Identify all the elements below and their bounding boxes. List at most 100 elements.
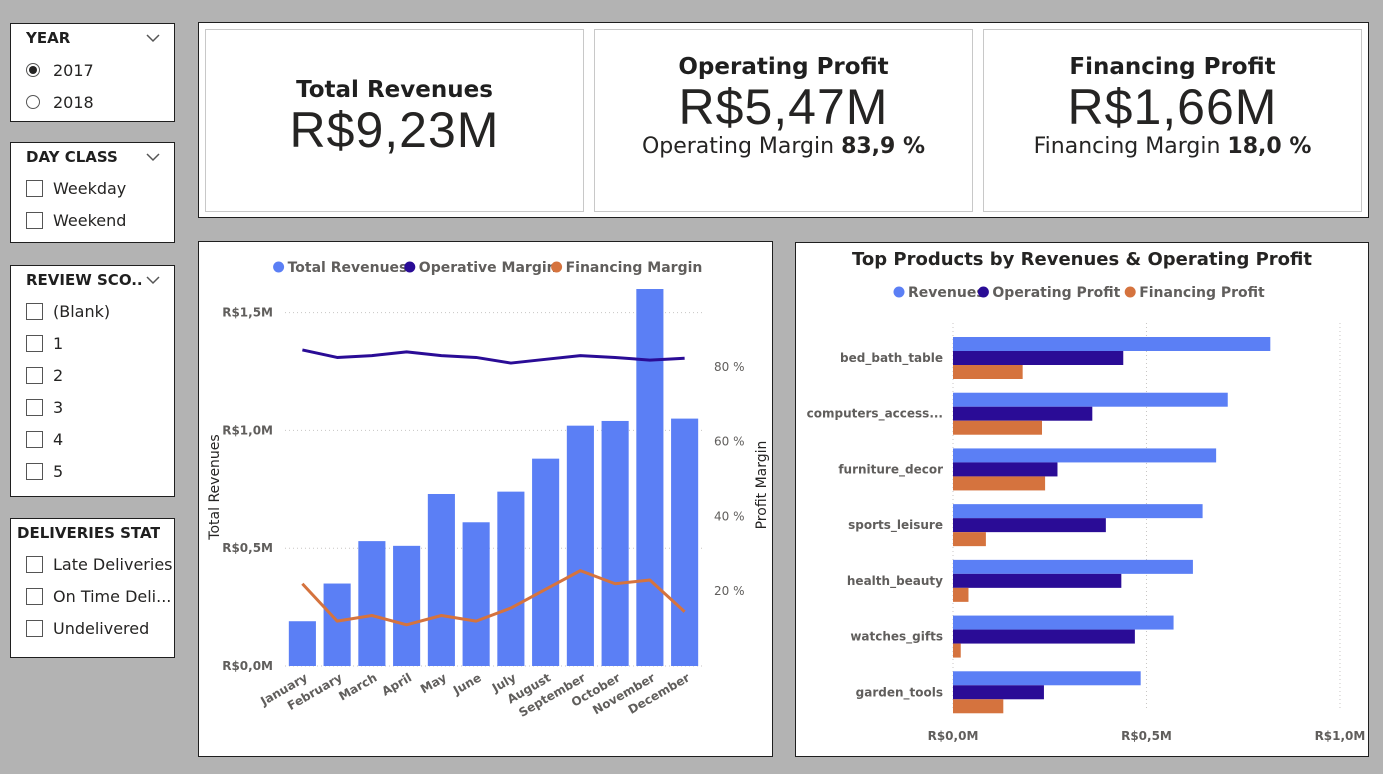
bar-april[interactable] bbox=[393, 545, 421, 666]
checkbox-icon[interactable] bbox=[26, 179, 43, 197]
monthly-revenue-chart[interactable]: Total Revenues Operative Margin Financing … bbox=[198, 241, 773, 757]
deliveries-option-undelivered[interactable]: Undelivered bbox=[11, 612, 174, 644]
legend-marker-operative-margin[interactable] bbox=[404, 261, 416, 273]
legend-marker-financing-profit[interactable] bbox=[1124, 286, 1136, 298]
bar-health-beauty-financing-profit[interactable] bbox=[953, 587, 969, 602]
bar-bed-bath-table-operating-profit[interactable] bbox=[953, 351, 1124, 365]
bar-furniture-decor-revenues[interactable] bbox=[953, 448, 1217, 463]
checkbox-icon[interactable] bbox=[26, 302, 43, 320]
kpi-card-total-revenues[interactable]: Total Revenues R$9,23M bbox=[205, 29, 584, 212]
review-score-option-label: (Blank) bbox=[53, 301, 111, 321]
year-slicer-title: YEAR bbox=[26, 29, 71, 47]
chevron-down-icon[interactable] bbox=[146, 33, 160, 43]
day-class-slicer-header[interactable]: DAY CLASS bbox=[11, 143, 174, 171]
day-class-option-weekday[interactable]: Weekday bbox=[11, 172, 174, 204]
review-score-option-3[interactable]: 3 bbox=[11, 391, 174, 423]
y-axis-title: Total Revenues bbox=[207, 434, 223, 540]
legend-marker-financing-margin[interactable] bbox=[551, 261, 563, 273]
bar-sports-leisure-revenues[interactable] bbox=[953, 504, 1203, 519]
legend-label-operative-margin[interactable]: Operative Margin bbox=[419, 260, 557, 276]
legend-marker-operating-profit[interactable] bbox=[977, 286, 989, 298]
year-option-2017[interactable]: 2017 bbox=[11, 54, 174, 86]
legend-label-financing-margin[interactable]: Financing Margin bbox=[566, 260, 703, 276]
line-financing-margin[interactable] bbox=[301, 569, 686, 627]
checkbox-icon[interactable] bbox=[26, 334, 43, 352]
kpi-card-financing-profit[interactable]: Financing Profit R$1,66M Financing Margi… bbox=[983, 29, 1362, 212]
bar-june[interactable] bbox=[462, 522, 490, 666]
bar-september[interactable] bbox=[566, 425, 594, 666]
bar-bed-bath-table-financing-profit[interactable] bbox=[953, 365, 1023, 379]
bar-october[interactable] bbox=[601, 420, 629, 666]
line-operative-margin[interactable] bbox=[302, 348, 685, 365]
year-slicer-header[interactable]: YEAR bbox=[11, 24, 174, 52]
bar-bed-bath-table-revenues[interactable] bbox=[953, 337, 1271, 351]
deliveries-status-slicer-header[interactable]: DELIVERIES STATUS bbox=[11, 519, 174, 547]
year-option-2018[interactable]: 2018 bbox=[11, 86, 174, 118]
year-slicer: YEAR 2017 2018 bbox=[10, 23, 175, 122]
legend-label-total-revenues[interactable]: Total Revenues bbox=[288, 260, 408, 276]
checkbox-icon[interactable] bbox=[26, 587, 43, 605]
bar-july[interactable] bbox=[497, 491, 525, 666]
bar-garden-tools-operating-profit[interactable] bbox=[953, 685, 1044, 700]
deliveries-option-on-time[interactable]: On Time Deli... bbox=[11, 580, 174, 612]
bar-garden-tools-revenues[interactable] bbox=[953, 671, 1141, 686]
top-products-chart[interactable]: Top Products by Revenues & Operating Pro… bbox=[795, 242, 1369, 757]
radio-selected-icon[interactable] bbox=[26, 63, 40, 77]
review-score-option-4[interactable]: 4 bbox=[11, 423, 174, 455]
bar-computers-access-revenues[interactable] bbox=[953, 392, 1228, 407]
legend-label-financing-profit[interactable]: Financing Profit bbox=[1139, 285, 1265, 301]
checkbox-icon[interactable] bbox=[26, 555, 43, 573]
chevron-down-icon[interactable] bbox=[146, 152, 160, 162]
x-tick-label: R$1,0M bbox=[1315, 729, 1366, 743]
deliveries-status-slicer-title: DELIVERIES STATUS bbox=[17, 524, 160, 542]
day-class-option-weekend[interactable]: Weekend bbox=[11, 204, 174, 236]
bar-watches-gifts-operating-profit[interactable] bbox=[953, 629, 1135, 644]
x-tick-label-june: June bbox=[450, 670, 484, 697]
x-tick-label: R$0,5M bbox=[1121, 729, 1172, 743]
legend-label-revenues[interactable]: Revenues bbox=[908, 285, 985, 301]
deliveries-option-late[interactable]: Late Deliveries bbox=[11, 548, 174, 580]
product-bars bbox=[953, 337, 1271, 714]
checkbox-icon[interactable] bbox=[26, 211, 43, 229]
bar-january[interactable] bbox=[288, 621, 316, 666]
bar-garden-tools-financing-profit[interactable] bbox=[953, 699, 1004, 714]
kpi-card-operating-profit[interactable]: Operating Profit R$5,47M Operating Margi… bbox=[594, 29, 973, 212]
chevron-down-icon[interactable] bbox=[146, 275, 160, 285]
checkbox-icon[interactable] bbox=[26, 462, 43, 480]
bar-sports-leisure-financing-profit[interactable] bbox=[953, 532, 986, 547]
deliveries-option-label: On Time Deli... bbox=[53, 586, 172, 606]
review-score-slicer-header[interactable]: REVIEW SCO... bbox=[11, 266, 174, 294]
bar-computers-access-operating-profit[interactable] bbox=[953, 406, 1093, 421]
checkbox-icon[interactable] bbox=[26, 619, 43, 637]
checkbox-icon[interactable] bbox=[26, 398, 43, 416]
bar-furniture-decor-financing-profit[interactable] bbox=[953, 476, 1046, 491]
review-score-option-blank[interactable]: (Blank) bbox=[11, 295, 174, 327]
bar-december[interactable] bbox=[671, 418, 699, 666]
legend-label-operating-profit[interactable]: Operating Profit bbox=[992, 285, 1120, 301]
y-tick-label-sports-leisure: sports_leisure bbox=[848, 518, 943, 533]
checkbox-icon[interactable] bbox=[26, 366, 43, 384]
bar-watches-gifts-revenues[interactable] bbox=[953, 615, 1174, 630]
bar-health-beauty-revenues[interactable] bbox=[953, 559, 1193, 574]
checkbox-icon[interactable] bbox=[26, 430, 43, 448]
bar-february[interactable] bbox=[323, 583, 351, 666]
radio-icon[interactable] bbox=[26, 95, 40, 109]
review-score-slicer-title: REVIEW SCO... bbox=[26, 271, 142, 289]
review-score-option-5[interactable]: 5 bbox=[11, 455, 174, 487]
review-score-option-1[interactable]: 1 bbox=[11, 327, 174, 359]
legend-marker-revenues[interactable] bbox=[893, 286, 905, 298]
y-tick-label-health-beauty: health_beauty bbox=[847, 574, 943, 589]
bar-august[interactable] bbox=[532, 458, 560, 666]
bar-health-beauty-operating-profit[interactable] bbox=[953, 573, 1122, 588]
bar-may[interactable] bbox=[427, 493, 455, 666]
legend-marker-total-revenues[interactable] bbox=[273, 261, 285, 273]
review-score-slicer: REVIEW SCO... (Blank) 1 2 3 4 5 bbox=[10, 265, 175, 497]
bar-watches-gifts-financing-profit[interactable] bbox=[953, 643, 961, 658]
y-tick-label-computers-access: computers_access... bbox=[807, 407, 943, 422]
bar-furniture-decor-operating-profit[interactable] bbox=[953, 462, 1058, 477]
bar-sports-leisure-operating-profit[interactable] bbox=[953, 518, 1106, 533]
bar-march[interactable] bbox=[358, 541, 386, 666]
review-score-option-2[interactable]: 2 bbox=[11, 359, 174, 391]
bar-november[interactable] bbox=[636, 289, 664, 666]
bar-computers-access-financing-profit[interactable] bbox=[953, 420, 1043, 435]
